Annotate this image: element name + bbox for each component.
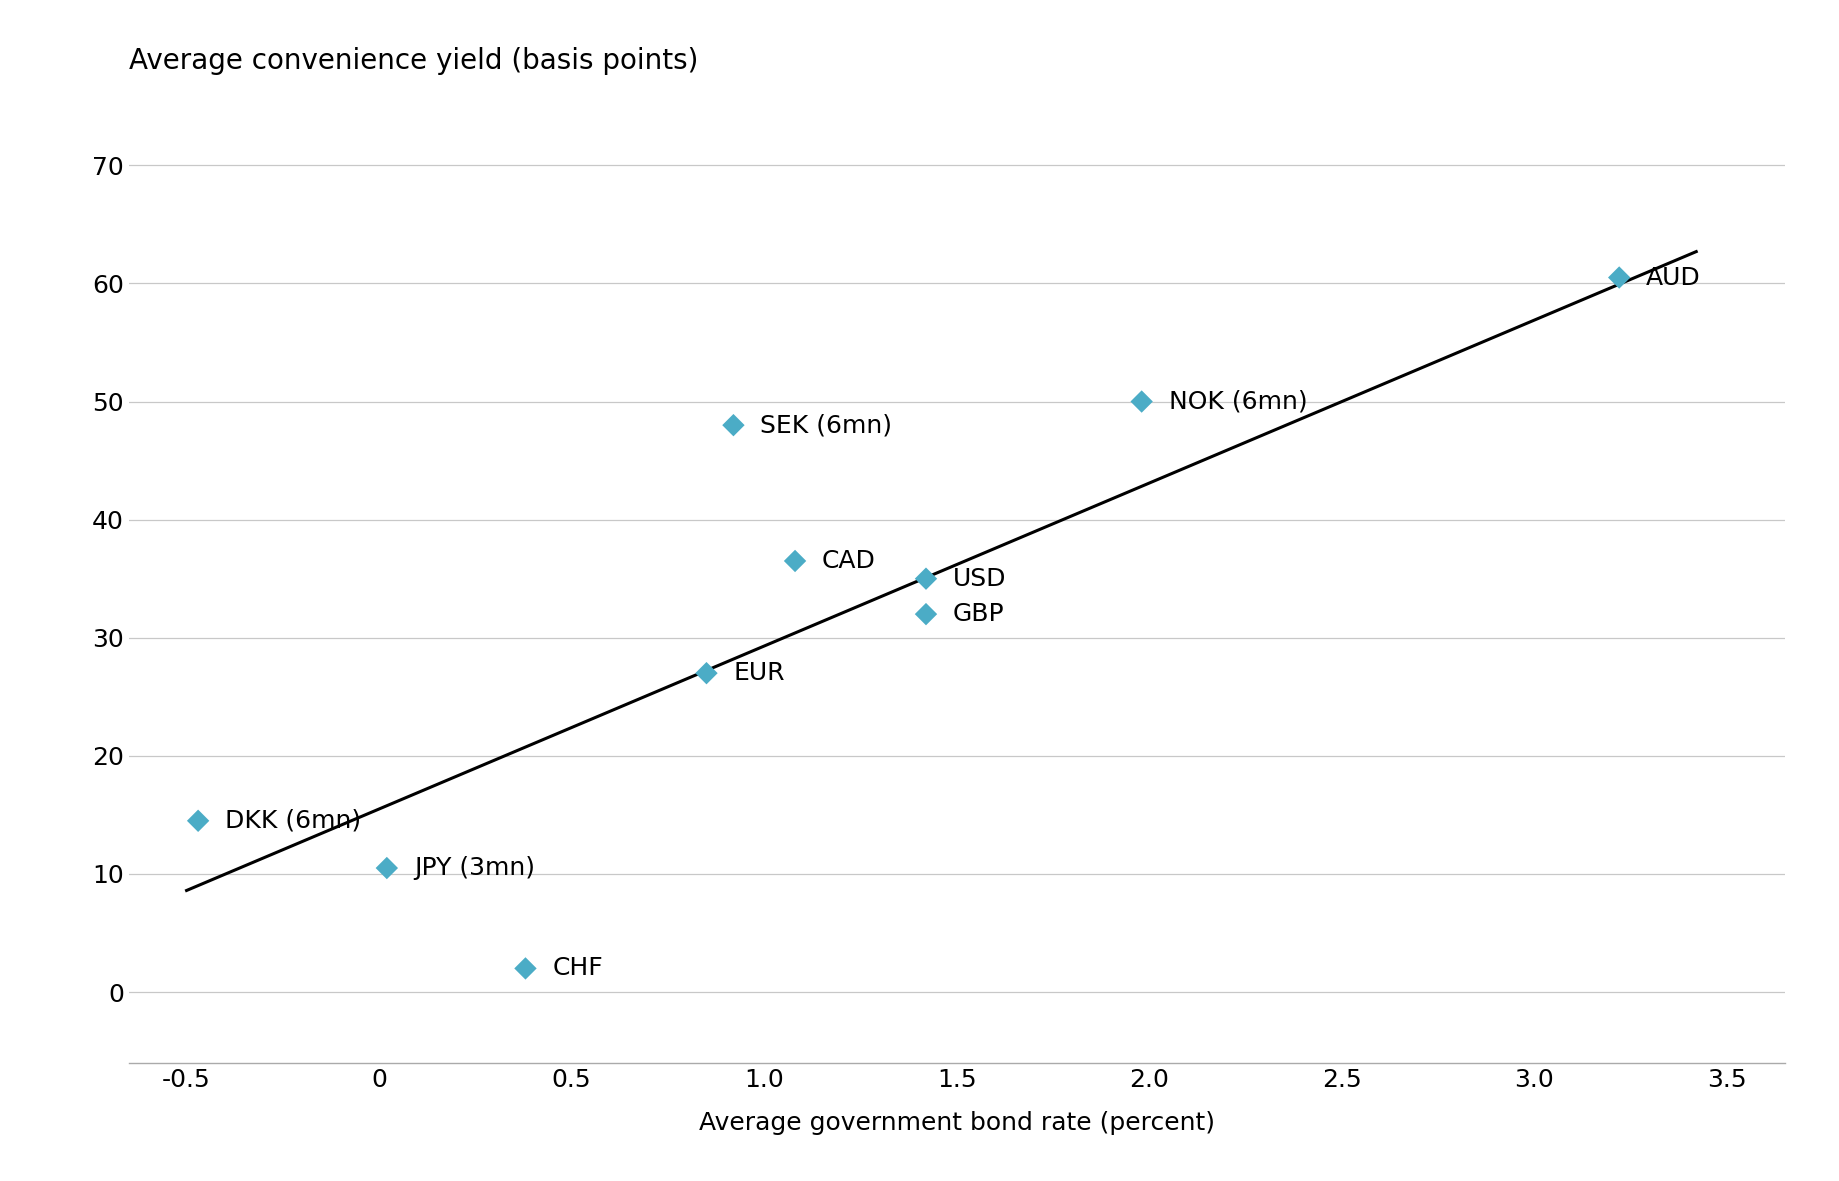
Point <box>511 959 541 978</box>
Text: AUD: AUD <box>1646 266 1699 289</box>
Point <box>1604 268 1633 287</box>
Point <box>780 552 809 570</box>
Point <box>691 664 721 683</box>
Text: GBP: GBP <box>953 602 1004 626</box>
X-axis label: Average government bond rate (percent): Average government bond rate (percent) <box>699 1111 1214 1135</box>
Text: JPY (3mn): JPY (3mn) <box>414 856 535 880</box>
Point <box>371 859 401 877</box>
Point <box>910 569 940 588</box>
Text: SEK (6mn): SEK (6mn) <box>760 413 892 437</box>
Point <box>910 605 940 624</box>
Text: CAD: CAD <box>822 549 875 573</box>
Text: EUR: EUR <box>734 661 785 685</box>
Text: DKK (6mn): DKK (6mn) <box>224 809 360 833</box>
Point <box>719 416 748 435</box>
Point <box>184 811 213 830</box>
Text: Average convenience yield (basis points): Average convenience yield (basis points) <box>129 47 697 76</box>
Point <box>1125 392 1155 411</box>
Text: USD: USD <box>953 567 1006 590</box>
Text: CHF: CHF <box>552 957 603 980</box>
Text: NOK (6mn): NOK (6mn) <box>1168 390 1306 413</box>
